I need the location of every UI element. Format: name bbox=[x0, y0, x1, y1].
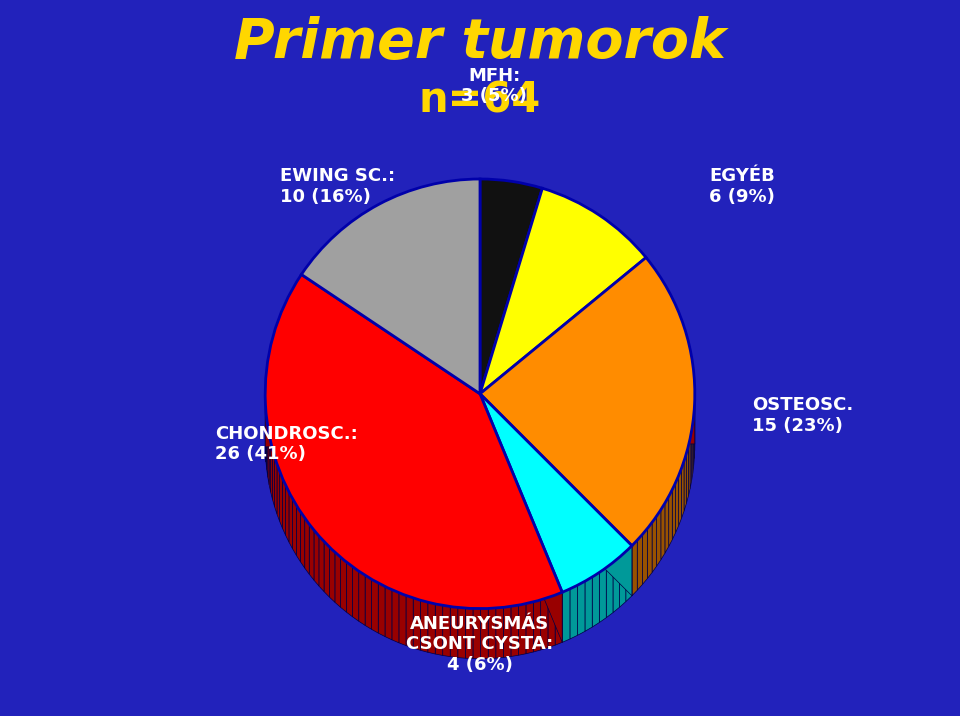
Polygon shape bbox=[585, 577, 592, 632]
Polygon shape bbox=[267, 420, 268, 477]
Polygon shape bbox=[511, 605, 518, 657]
Polygon shape bbox=[540, 598, 548, 650]
Polygon shape bbox=[406, 596, 413, 648]
Polygon shape bbox=[480, 394, 563, 642]
Polygon shape bbox=[289, 492, 293, 548]
Polygon shape bbox=[688, 439, 690, 496]
Polygon shape bbox=[392, 590, 399, 643]
Text: CHONDROSC.:
26 (41%): CHONDROSC.: 26 (41%) bbox=[215, 425, 358, 463]
Polygon shape bbox=[665, 496, 669, 553]
Polygon shape bbox=[613, 557, 619, 613]
Polygon shape bbox=[489, 608, 495, 659]
Text: EWING SC.:
10 (16%): EWING SC.: 10 (16%) bbox=[279, 167, 395, 205]
Polygon shape bbox=[372, 579, 378, 633]
Polygon shape bbox=[277, 464, 279, 521]
Polygon shape bbox=[626, 546, 632, 601]
Polygon shape bbox=[385, 586, 392, 640]
Wedge shape bbox=[265, 274, 563, 609]
Polygon shape bbox=[314, 530, 319, 586]
Polygon shape bbox=[275, 457, 277, 514]
Polygon shape bbox=[691, 424, 693, 481]
Polygon shape bbox=[480, 394, 563, 642]
Text: OSTEOSC.
15 (23%): OSTEOSC. 15 (23%) bbox=[752, 396, 853, 435]
Polygon shape bbox=[435, 604, 443, 655]
Polygon shape bbox=[268, 427, 269, 485]
Polygon shape bbox=[480, 394, 632, 596]
Polygon shape bbox=[563, 589, 570, 642]
Polygon shape bbox=[466, 608, 473, 659]
Polygon shape bbox=[619, 551, 626, 607]
Polygon shape bbox=[555, 592, 563, 645]
Polygon shape bbox=[347, 562, 352, 616]
Text: EGYÉB
6 (9%): EGYÉB 6 (9%) bbox=[709, 167, 775, 205]
Polygon shape bbox=[526, 602, 534, 654]
Wedge shape bbox=[480, 394, 632, 592]
Polygon shape bbox=[458, 607, 466, 658]
Polygon shape bbox=[420, 600, 428, 652]
Polygon shape bbox=[480, 394, 632, 596]
Polygon shape bbox=[518, 604, 526, 655]
Wedge shape bbox=[480, 258, 695, 546]
Polygon shape bbox=[534, 600, 540, 652]
Polygon shape bbox=[282, 478, 285, 536]
Polygon shape bbox=[592, 572, 599, 627]
Polygon shape bbox=[632, 540, 637, 596]
Polygon shape bbox=[335, 552, 341, 607]
Polygon shape bbox=[607, 563, 613, 618]
Polygon shape bbox=[481, 609, 489, 659]
Polygon shape bbox=[399, 593, 406, 646]
Polygon shape bbox=[578, 581, 585, 635]
Polygon shape bbox=[329, 547, 335, 602]
Polygon shape bbox=[300, 512, 304, 568]
Polygon shape bbox=[548, 595, 555, 648]
Polygon shape bbox=[365, 575, 372, 629]
Text: n=64: n=64 bbox=[419, 79, 541, 121]
Polygon shape bbox=[269, 435, 271, 492]
Polygon shape bbox=[341, 557, 347, 612]
Polygon shape bbox=[682, 461, 684, 518]
Polygon shape bbox=[265, 394, 695, 447]
Polygon shape bbox=[428, 602, 435, 654]
Polygon shape bbox=[637, 534, 642, 590]
Polygon shape bbox=[293, 498, 297, 556]
Polygon shape bbox=[352, 566, 359, 621]
Polygon shape bbox=[599, 568, 607, 622]
Polygon shape bbox=[679, 468, 682, 526]
Polygon shape bbox=[657, 510, 660, 566]
Polygon shape bbox=[690, 431, 691, 489]
Polygon shape bbox=[413, 598, 420, 650]
Polygon shape bbox=[660, 503, 665, 560]
Polygon shape bbox=[378, 583, 385, 637]
Polygon shape bbox=[450, 606, 458, 657]
Polygon shape bbox=[495, 607, 503, 658]
Polygon shape bbox=[285, 485, 289, 542]
Wedge shape bbox=[480, 179, 542, 394]
Polygon shape bbox=[279, 471, 282, 528]
Text: ANEURYSMÁS
CSONT CYSTA:
4 (6%): ANEURYSMÁS CSONT CYSTA: 4 (6%) bbox=[406, 614, 554, 674]
Polygon shape bbox=[443, 605, 450, 657]
Wedge shape bbox=[480, 188, 646, 394]
Polygon shape bbox=[684, 454, 686, 511]
Polygon shape bbox=[647, 523, 652, 579]
Polygon shape bbox=[297, 505, 300, 562]
Polygon shape bbox=[672, 483, 676, 540]
Polygon shape bbox=[304, 518, 309, 574]
Polygon shape bbox=[309, 524, 314, 580]
Polygon shape bbox=[652, 516, 657, 573]
Polygon shape bbox=[669, 490, 672, 546]
Polygon shape bbox=[642, 528, 647, 584]
Wedge shape bbox=[301, 179, 480, 394]
Text: MFH:
3 (5%): MFH: 3 (5%) bbox=[462, 67, 527, 105]
Polygon shape bbox=[359, 571, 365, 625]
Polygon shape bbox=[271, 442, 273, 500]
Polygon shape bbox=[503, 606, 511, 657]
Polygon shape bbox=[686, 446, 688, 504]
Polygon shape bbox=[273, 450, 275, 507]
Polygon shape bbox=[570, 585, 578, 639]
Polygon shape bbox=[324, 541, 329, 597]
Polygon shape bbox=[473, 609, 481, 659]
Polygon shape bbox=[676, 475, 679, 533]
Text: Primer tumorok: Primer tumorok bbox=[234, 16, 726, 70]
Polygon shape bbox=[319, 536, 324, 591]
